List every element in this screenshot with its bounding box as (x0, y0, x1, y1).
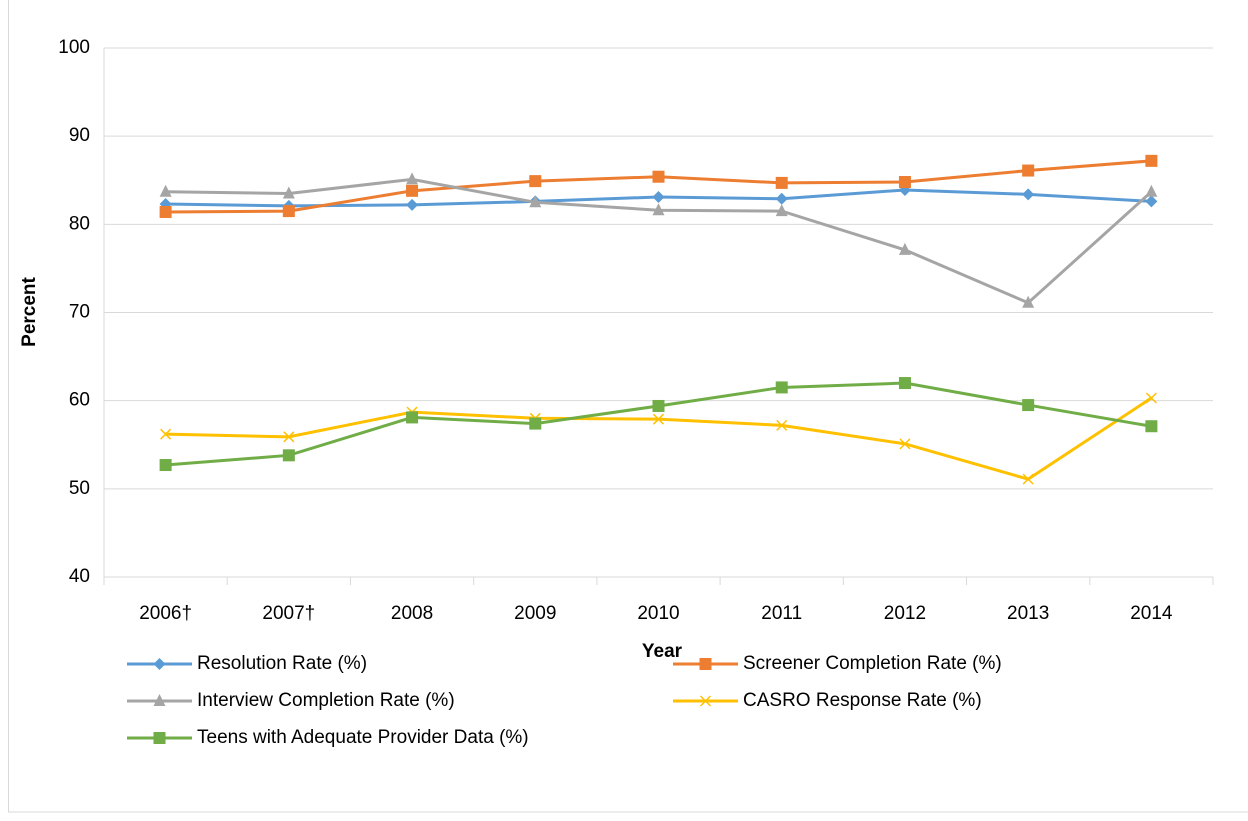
legend-label: CASRO Response Rate (%) (743, 690, 982, 711)
x-tick-label: 2008 (391, 603, 433, 624)
marker (159, 184, 172, 197)
marker (282, 205, 295, 218)
marker (1022, 399, 1035, 412)
y-tick-label: 80 (69, 213, 90, 234)
marker (652, 399, 665, 412)
marker (652, 170, 665, 183)
marker (159, 205, 172, 218)
marker (406, 411, 419, 424)
marker (898, 176, 911, 189)
marker (282, 449, 295, 462)
x-axis-title: Year (642, 641, 683, 662)
legend-label: Screener Completion Rate (%) (743, 653, 1002, 674)
marker (898, 242, 911, 255)
marker (775, 192, 788, 205)
marker (153, 658, 166, 670)
marker (899, 438, 911, 450)
marker (1022, 295, 1035, 308)
marker (529, 175, 542, 188)
legend-label: Interview Completion Rate (%) (197, 690, 455, 711)
marker (529, 417, 542, 430)
x-tick-label: 2013 (1007, 603, 1049, 624)
marker (159, 459, 172, 472)
marker (1145, 184, 1158, 197)
marker (529, 195, 542, 208)
marker (160, 428, 172, 440)
marker (652, 203, 665, 216)
y-tick-label: 40 (69, 566, 90, 587)
marker (283, 431, 295, 443)
marker (1022, 188, 1035, 201)
marker (406, 172, 419, 185)
marker (406, 184, 419, 197)
marker (699, 695, 712, 707)
marker (1145, 154, 1158, 167)
marker (1145, 195, 1158, 208)
y-tick-label: 100 (58, 37, 90, 58)
marker (652, 413, 665, 425)
chart-frame (8, 0, 1248, 813)
marker (699, 658, 712, 670)
y-tick-label: 70 (69, 302, 90, 323)
marker (1145, 420, 1158, 433)
x-tick-label: 2010 (637, 603, 679, 624)
marker (153, 732, 166, 744)
marker (1022, 473, 1034, 485)
x-tick-label: 2006† (139, 603, 192, 624)
y-tick-label: 50 (69, 478, 90, 499)
x-tick-label: 2012 (884, 603, 926, 624)
x-tick-label: 2007† (262, 603, 315, 624)
x-tick-label: 2011 (761, 603, 802, 624)
x-tick-label: 2009 (514, 603, 556, 624)
y-tick-label: 60 (69, 390, 90, 411)
marker (1145, 392, 1157, 404)
legend-label: Resolution Rate (%) (197, 653, 367, 674)
marker (153, 694, 166, 706)
marker (406, 198, 419, 211)
marker (775, 176, 788, 189)
marker (898, 377, 911, 390)
marker (652, 191, 665, 204)
marker (282, 186, 295, 199)
marker (1022, 164, 1035, 177)
y-tick-label: 90 (69, 125, 90, 146)
legend-label: Teens with Adequate Provider Data (%) (197, 727, 529, 748)
x-tick-label: 2014 (1130, 603, 1173, 624)
y-axis-title: Percent (19, 276, 40, 346)
marker (776, 419, 788, 431)
marker (775, 204, 788, 217)
marker (775, 381, 788, 394)
